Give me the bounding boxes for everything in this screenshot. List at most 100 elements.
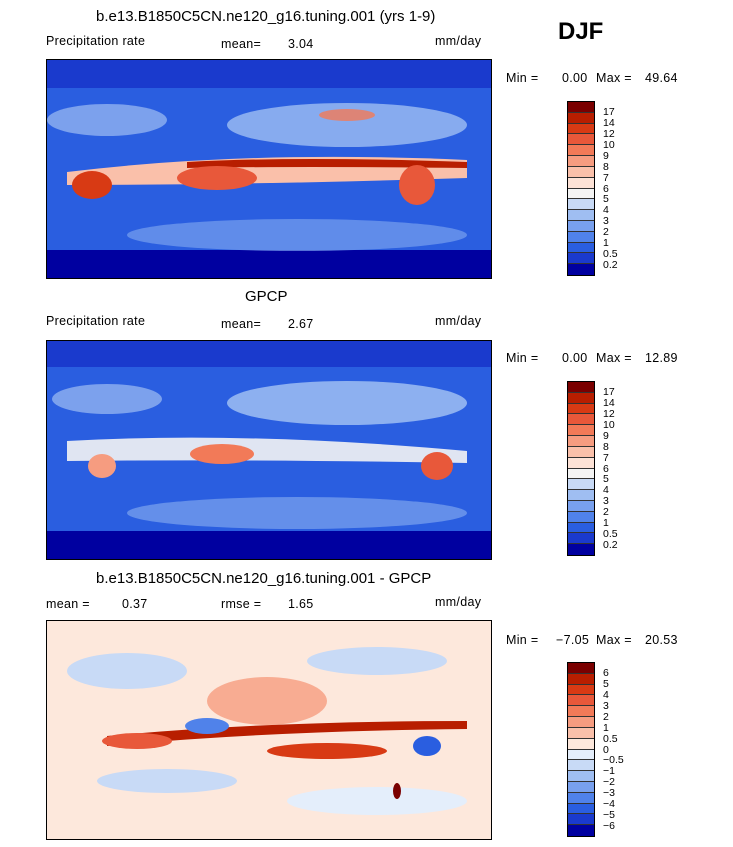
colorbar-cell bbox=[568, 166, 594, 178]
colorbar-tick-label: 2 bbox=[603, 226, 609, 239]
colorbar-tick-label: 1 bbox=[603, 517, 609, 530]
colorbar-cell bbox=[568, 803, 594, 815]
colorbar-tick-label: 17 bbox=[603, 385, 615, 398]
panel-3-colorbar bbox=[567, 662, 595, 837]
colorbar-cell bbox=[568, 134, 594, 146]
colorbar-tick-label: 5 bbox=[603, 473, 609, 486]
colorbar-cell bbox=[568, 145, 594, 157]
panel-3-mean-value: 0.37 bbox=[122, 597, 148, 611]
colorbar-tick-label: 0.5 bbox=[603, 248, 618, 261]
colorbar-tick-label: 1 bbox=[603, 237, 609, 250]
panel-3-map-field bbox=[47, 621, 491, 839]
colorbar-tick-label: −2 bbox=[603, 776, 615, 789]
panel-1-min-value: 0.00 bbox=[562, 71, 588, 85]
colorbar-tick-label: 7 bbox=[603, 171, 609, 184]
colorbar-tick-label: 9 bbox=[603, 429, 609, 442]
panel-2-map bbox=[46, 340, 492, 560]
colorbar-cell bbox=[568, 188, 594, 200]
panel-2-mean-value: 2.67 bbox=[288, 317, 314, 331]
colorbar-tick-label: 9 bbox=[603, 149, 609, 162]
colorbar-tick-label: −0.5 bbox=[603, 754, 624, 767]
colorbar-cell bbox=[568, 468, 594, 480]
colorbar-tick-label: 3 bbox=[603, 699, 609, 712]
colorbar-tick-label: 10 bbox=[603, 138, 615, 151]
colorbar-cell bbox=[568, 242, 594, 254]
colorbar-cell bbox=[568, 220, 594, 232]
panel-2-min-label: Min = bbox=[506, 351, 539, 365]
colorbar-tick-label: 8 bbox=[603, 160, 609, 173]
colorbar-cell bbox=[568, 446, 594, 458]
colorbar-cell bbox=[568, 684, 594, 696]
colorbar-cell bbox=[568, 392, 594, 404]
panel-1-map bbox=[46, 59, 492, 279]
colorbar-cell bbox=[568, 403, 594, 415]
colorbar-cell bbox=[568, 156, 594, 167]
colorbar-tick-label: 1 bbox=[603, 721, 609, 734]
colorbar-cell bbox=[568, 102, 594, 113]
colorbar-tick-label: 4 bbox=[603, 484, 609, 497]
colorbar-tick-label: −3 bbox=[603, 787, 615, 800]
panel-1-variable-label: Precipitation rate bbox=[46, 34, 146, 48]
colorbar-tick-label: 17 bbox=[603, 105, 615, 118]
panel-2-units: mm/day bbox=[435, 314, 482, 328]
panel-2-variable-label: Precipitation rate bbox=[46, 314, 146, 328]
season-label: DJF bbox=[558, 18, 604, 45]
panel-3-mean-label: mean = bbox=[46, 597, 90, 611]
colorbar-cell bbox=[568, 717, 594, 728]
colorbar-cell bbox=[568, 457, 594, 469]
colorbar-tick-label: 8 bbox=[603, 440, 609, 453]
colorbar-cell bbox=[568, 663, 594, 674]
panel-2-max-value: 12.89 bbox=[645, 351, 678, 365]
colorbar-cell bbox=[568, 382, 594, 393]
panel-3-map bbox=[46, 620, 492, 840]
colorbar-cell bbox=[568, 771, 594, 782]
colorbar-tick-label: 0.5 bbox=[603, 732, 618, 745]
colorbar-tick-label: 0.2 bbox=[603, 539, 618, 552]
colorbar-cell bbox=[568, 414, 594, 426]
colorbar-tick-label: 0 bbox=[603, 743, 609, 756]
colorbar-cell bbox=[568, 781, 594, 793]
panel-1-mean-value: 3.04 bbox=[288, 37, 314, 51]
panel-3-rmse-label: rmse = bbox=[221, 597, 262, 611]
colorbar-tick-label: 7 bbox=[603, 451, 609, 464]
colorbar-tick-label: −4 bbox=[603, 798, 615, 811]
panel-3-units: mm/day bbox=[435, 595, 482, 609]
colorbar-tick-label: 3 bbox=[603, 215, 609, 228]
colorbar-tick-label: 5 bbox=[603, 193, 609, 206]
colorbar-tick-label: 10 bbox=[603, 418, 615, 431]
colorbar-tick-label: 5 bbox=[603, 677, 609, 690]
panel-3-min-value: −7.05 bbox=[556, 633, 590, 647]
colorbar-tick-label: 12 bbox=[603, 407, 615, 420]
colorbar-tick-label: 14 bbox=[603, 116, 615, 129]
colorbar-cell bbox=[568, 825, 594, 836]
colorbar-cell bbox=[568, 814, 594, 826]
panel-2-colorbar bbox=[567, 381, 595, 556]
colorbar-cell bbox=[568, 436, 594, 447]
panel-1-colorbar bbox=[567, 101, 595, 276]
colorbar-cell bbox=[568, 123, 594, 135]
colorbar-cell bbox=[568, 490, 594, 501]
panel-1-min-label: Min = bbox=[506, 71, 539, 85]
colorbar-cell bbox=[568, 749, 594, 761]
panel-2-min-value: 0.00 bbox=[562, 351, 588, 365]
colorbar-tick-label: −6 bbox=[603, 820, 615, 833]
colorbar-cell bbox=[568, 253, 594, 265]
colorbar-tick-label: 2 bbox=[603, 506, 609, 519]
panel-2-mean-label: mean= bbox=[221, 317, 262, 331]
panel-2-title: GPCP bbox=[245, 288, 288, 305]
colorbar-cell bbox=[568, 511, 594, 523]
colorbar-tick-label: 6 bbox=[603, 462, 609, 475]
panel-1-title: b.e13.B1850C5CN.ne120_g16.tuning.001 (yr… bbox=[96, 8, 436, 25]
colorbar-cell bbox=[568, 727, 594, 739]
colorbar-tick-label: 6 bbox=[603, 182, 609, 195]
colorbar-cell bbox=[568, 706, 594, 718]
colorbar-tick-label: 4 bbox=[603, 688, 609, 701]
panel-1-units: mm/day bbox=[435, 34, 482, 48]
colorbar-cell bbox=[568, 673, 594, 685]
colorbar-tick-label: 3 bbox=[603, 495, 609, 508]
colorbar-cell bbox=[568, 695, 594, 707]
colorbar-cell bbox=[568, 425, 594, 437]
colorbar-cell bbox=[568, 500, 594, 512]
colorbar-tick-label: 0.5 bbox=[603, 528, 618, 541]
colorbar-cell bbox=[568, 738, 594, 750]
